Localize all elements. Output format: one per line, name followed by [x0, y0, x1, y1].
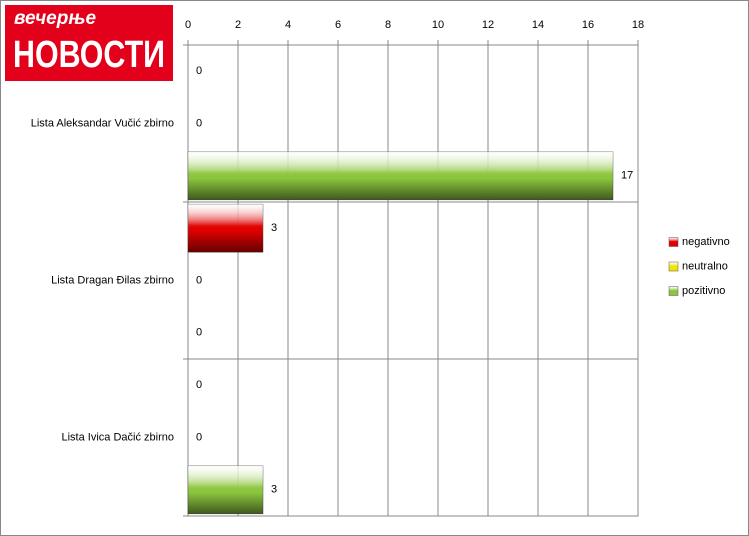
logo-small: вечерње [14, 8, 97, 29]
data-label: 17 [621, 170, 633, 182]
bar-shade [188, 465, 263, 514]
x-tick-label: 0 [185, 19, 191, 31]
x-tick-label: 2 [235, 19, 241, 31]
legend-swatch [668, 261, 679, 272]
data-label: 0 [196, 431, 202, 443]
plot-area [187, 44, 639, 517]
x-tick-label: 8 [385, 19, 391, 31]
bar-shade [188, 151, 613, 200]
legend-swatch [668, 286, 679, 296]
legend-label: neutralno [682, 260, 728, 272]
legend-label: pozitivno [682, 285, 725, 297]
logo-background [5, 5, 173, 81]
x-tick-label: 10 [432, 19, 444, 31]
legend-label: negativno [682, 236, 730, 248]
logo: вечерње НОВОСТИ [5, 5, 173, 81]
data-label: 3 [271, 222, 277, 234]
x-tick-label: 16 [582, 19, 594, 31]
x-tick-label: 14 [532, 19, 544, 31]
bar-shade [188, 204, 263, 253]
data-label: 0 [196, 379, 202, 391]
x-tick-label: 4 [285, 19, 291, 31]
y-tick-label: Lista Ivica Dačić zbirno [62, 431, 175, 443]
data-label: 0 [196, 117, 202, 129]
data-label: 0 [196, 327, 202, 339]
logo-big: НОВОСТИ [13, 34, 165, 76]
data-label: 0 [196, 65, 202, 77]
x-tick-label: 6 [335, 19, 341, 31]
data-label: 3 [271, 484, 277, 496]
data-label: 0 [196, 274, 202, 286]
x-tick-label: 18 [632, 19, 644, 31]
x-tick-label: 12 [482, 19, 494, 31]
y-tick-label: Lista Aleksandar Vučić zbirno [31, 117, 174, 129]
y-tick-label: Lista Dragan Đilas zbirno [51, 274, 174, 286]
legend-swatch [668, 237, 679, 247]
